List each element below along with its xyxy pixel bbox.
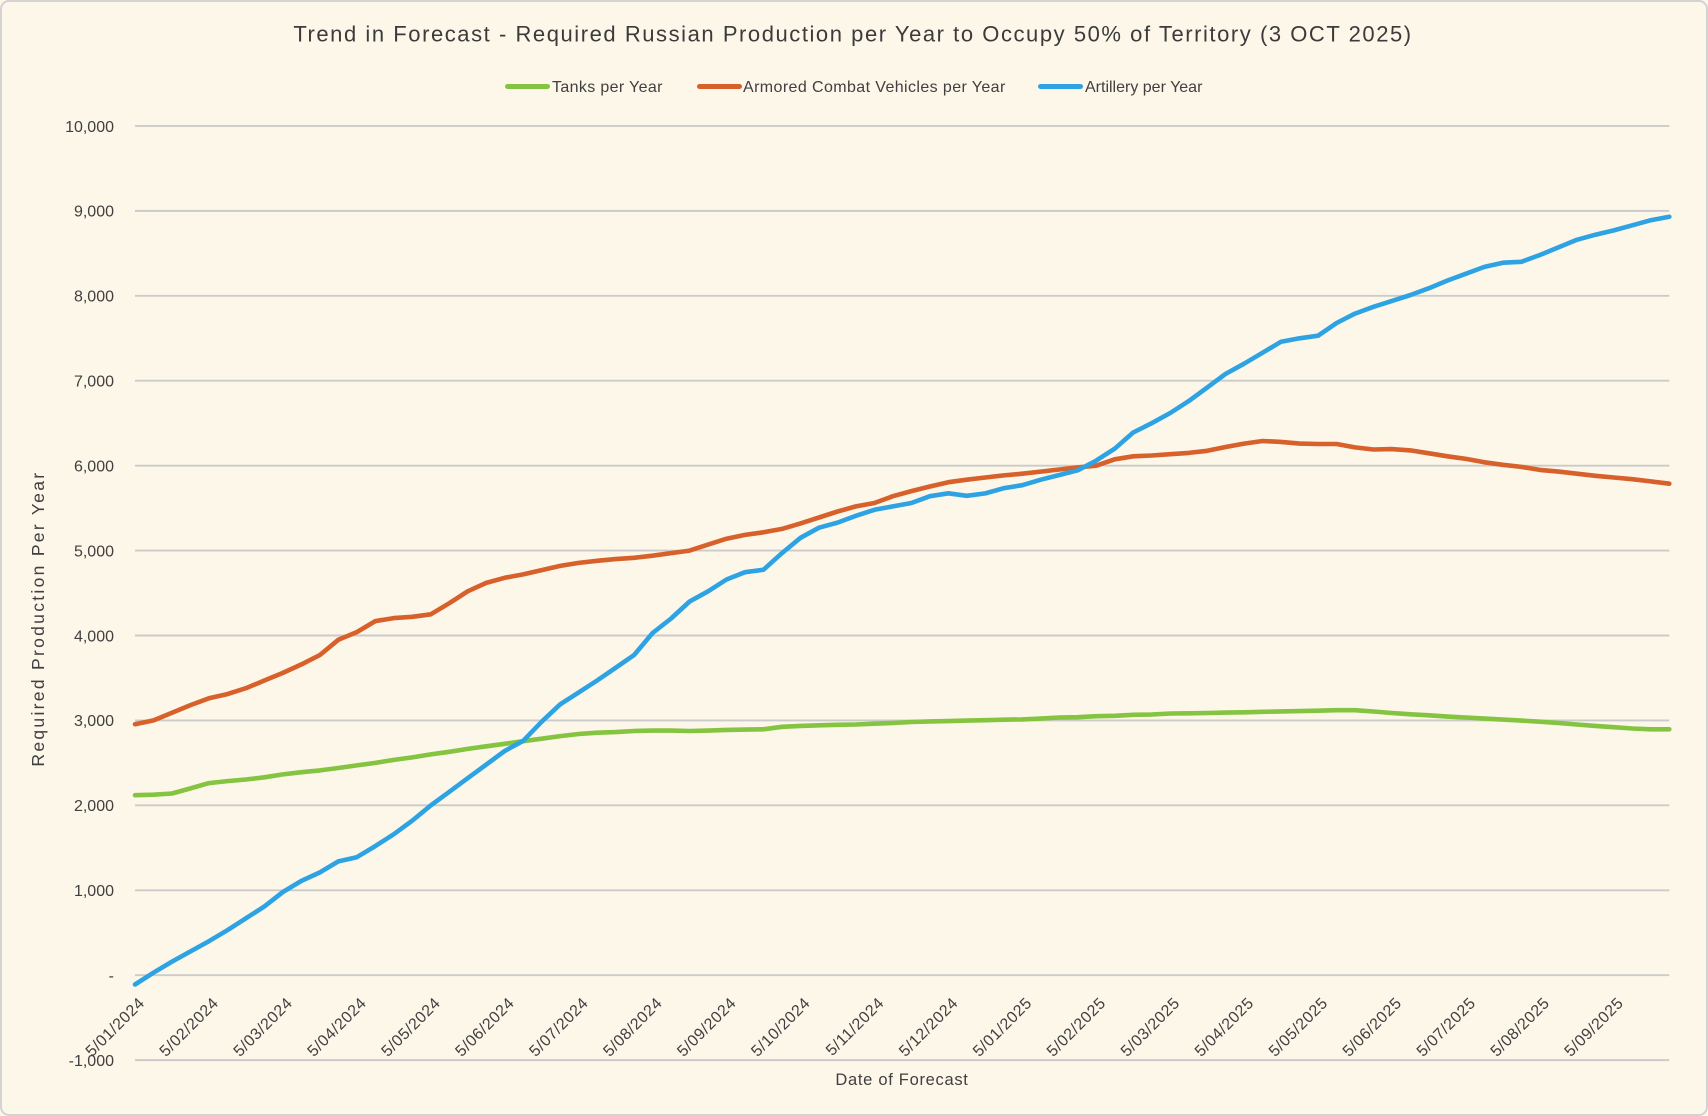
svg-text:7,000: 7,000 <box>74 374 114 391</box>
svg-text:-1,000: -1,000 <box>69 1053 114 1070</box>
svg-text:Tanks per Year: Tanks per Year <box>552 79 663 96</box>
svg-text:Armored Combat Vehicles per Ye: Armored Combat Vehicles per Year <box>743 79 1006 96</box>
svg-text:10,000: 10,000 <box>65 119 114 136</box>
svg-text:Trend in Forecast - Required R: Trend in Forecast - Required Russian Pro… <box>293 22 1412 47</box>
svg-text:3,000: 3,000 <box>74 713 114 730</box>
svg-text:-: - <box>109 968 114 985</box>
svg-text:9,000: 9,000 <box>74 204 114 221</box>
svg-text:1,000: 1,000 <box>74 883 114 900</box>
svg-text:8,000: 8,000 <box>74 289 114 306</box>
svg-text:Date of Forecast: Date of Forecast <box>835 1071 968 1089</box>
svg-text:Required Production Per Year: Required Production Per Year <box>28 471 48 767</box>
svg-text:6,000: 6,000 <box>74 459 114 476</box>
svg-text:Artillery per Year: Artillery per Year <box>1085 79 1203 96</box>
svg-text:5,000: 5,000 <box>74 543 114 560</box>
svg-text:2,000: 2,000 <box>74 798 114 815</box>
svg-text:4,000: 4,000 <box>74 628 114 645</box>
